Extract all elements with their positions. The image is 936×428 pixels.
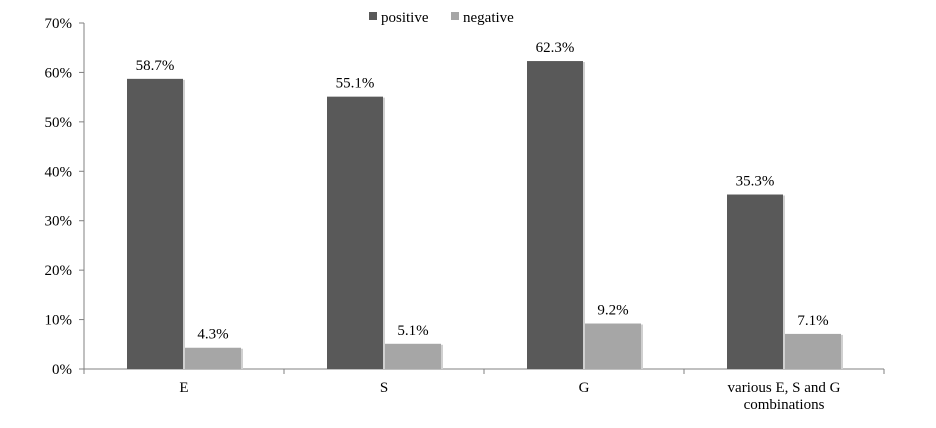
positive-data-label: 58.7%	[136, 58, 175, 74]
negative-bar	[785, 333, 841, 369]
y-tick-label: 50%	[45, 115, 73, 131]
positive-bar	[127, 78, 183, 370]
negative-legend-label: negative	[463, 10, 514, 26]
data-labels: 58.7% 4.3% 55.1% 5.1% 62.3% 9.2% 35.3% 7.1%	[136, 40, 829, 343]
positive-bar	[327, 96, 383, 370]
negative-data-label: 5.1%	[397, 323, 428, 339]
bars	[127, 61, 843, 370]
x-tick-label: E	[179, 380, 188, 396]
negative-legend-swatch	[451, 12, 459, 20]
positive-data-label: 62.3%	[536, 40, 575, 56]
negative-data-label: 9.2%	[597, 303, 628, 319]
negative-bar	[585, 323, 641, 369]
positive-legend-label: positive	[381, 10, 429, 26]
x-tick-label: combinations	[744, 397, 825, 413]
positive-data-label: 35.3%	[736, 174, 775, 190]
negative-data-label: 7.1%	[797, 313, 828, 329]
positive-bar	[527, 61, 583, 370]
legend: positive negative	[369, 10, 514, 26]
negative-bar	[385, 343, 441, 369]
positive-legend-swatch	[369, 12, 377, 20]
y-tick-label: 0%	[52, 362, 72, 378]
positive-bar	[727, 194, 783, 369]
y-tick-label: 60%	[45, 65, 73, 81]
y-tick-label: 10%	[45, 313, 73, 329]
y-tick-label: 20%	[45, 263, 73, 279]
negative-data-label: 4.3%	[197, 327, 228, 343]
y-tick-label: 30%	[45, 214, 73, 230]
x-tick-label: S	[380, 380, 388, 396]
negative-bar	[185, 347, 241, 369]
y-tick-label: 40%	[45, 164, 73, 180]
x-tick-label: G	[579, 380, 590, 396]
y-tick-label: 70%	[45, 16, 73, 32]
positive-data-label: 55.1%	[336, 76, 375, 92]
x-tick-label: various E, S and G	[728, 380, 841, 396]
y-axis: 0% 10% 20% 30% 40% 50% 60% 70%	[45, 16, 85, 378]
